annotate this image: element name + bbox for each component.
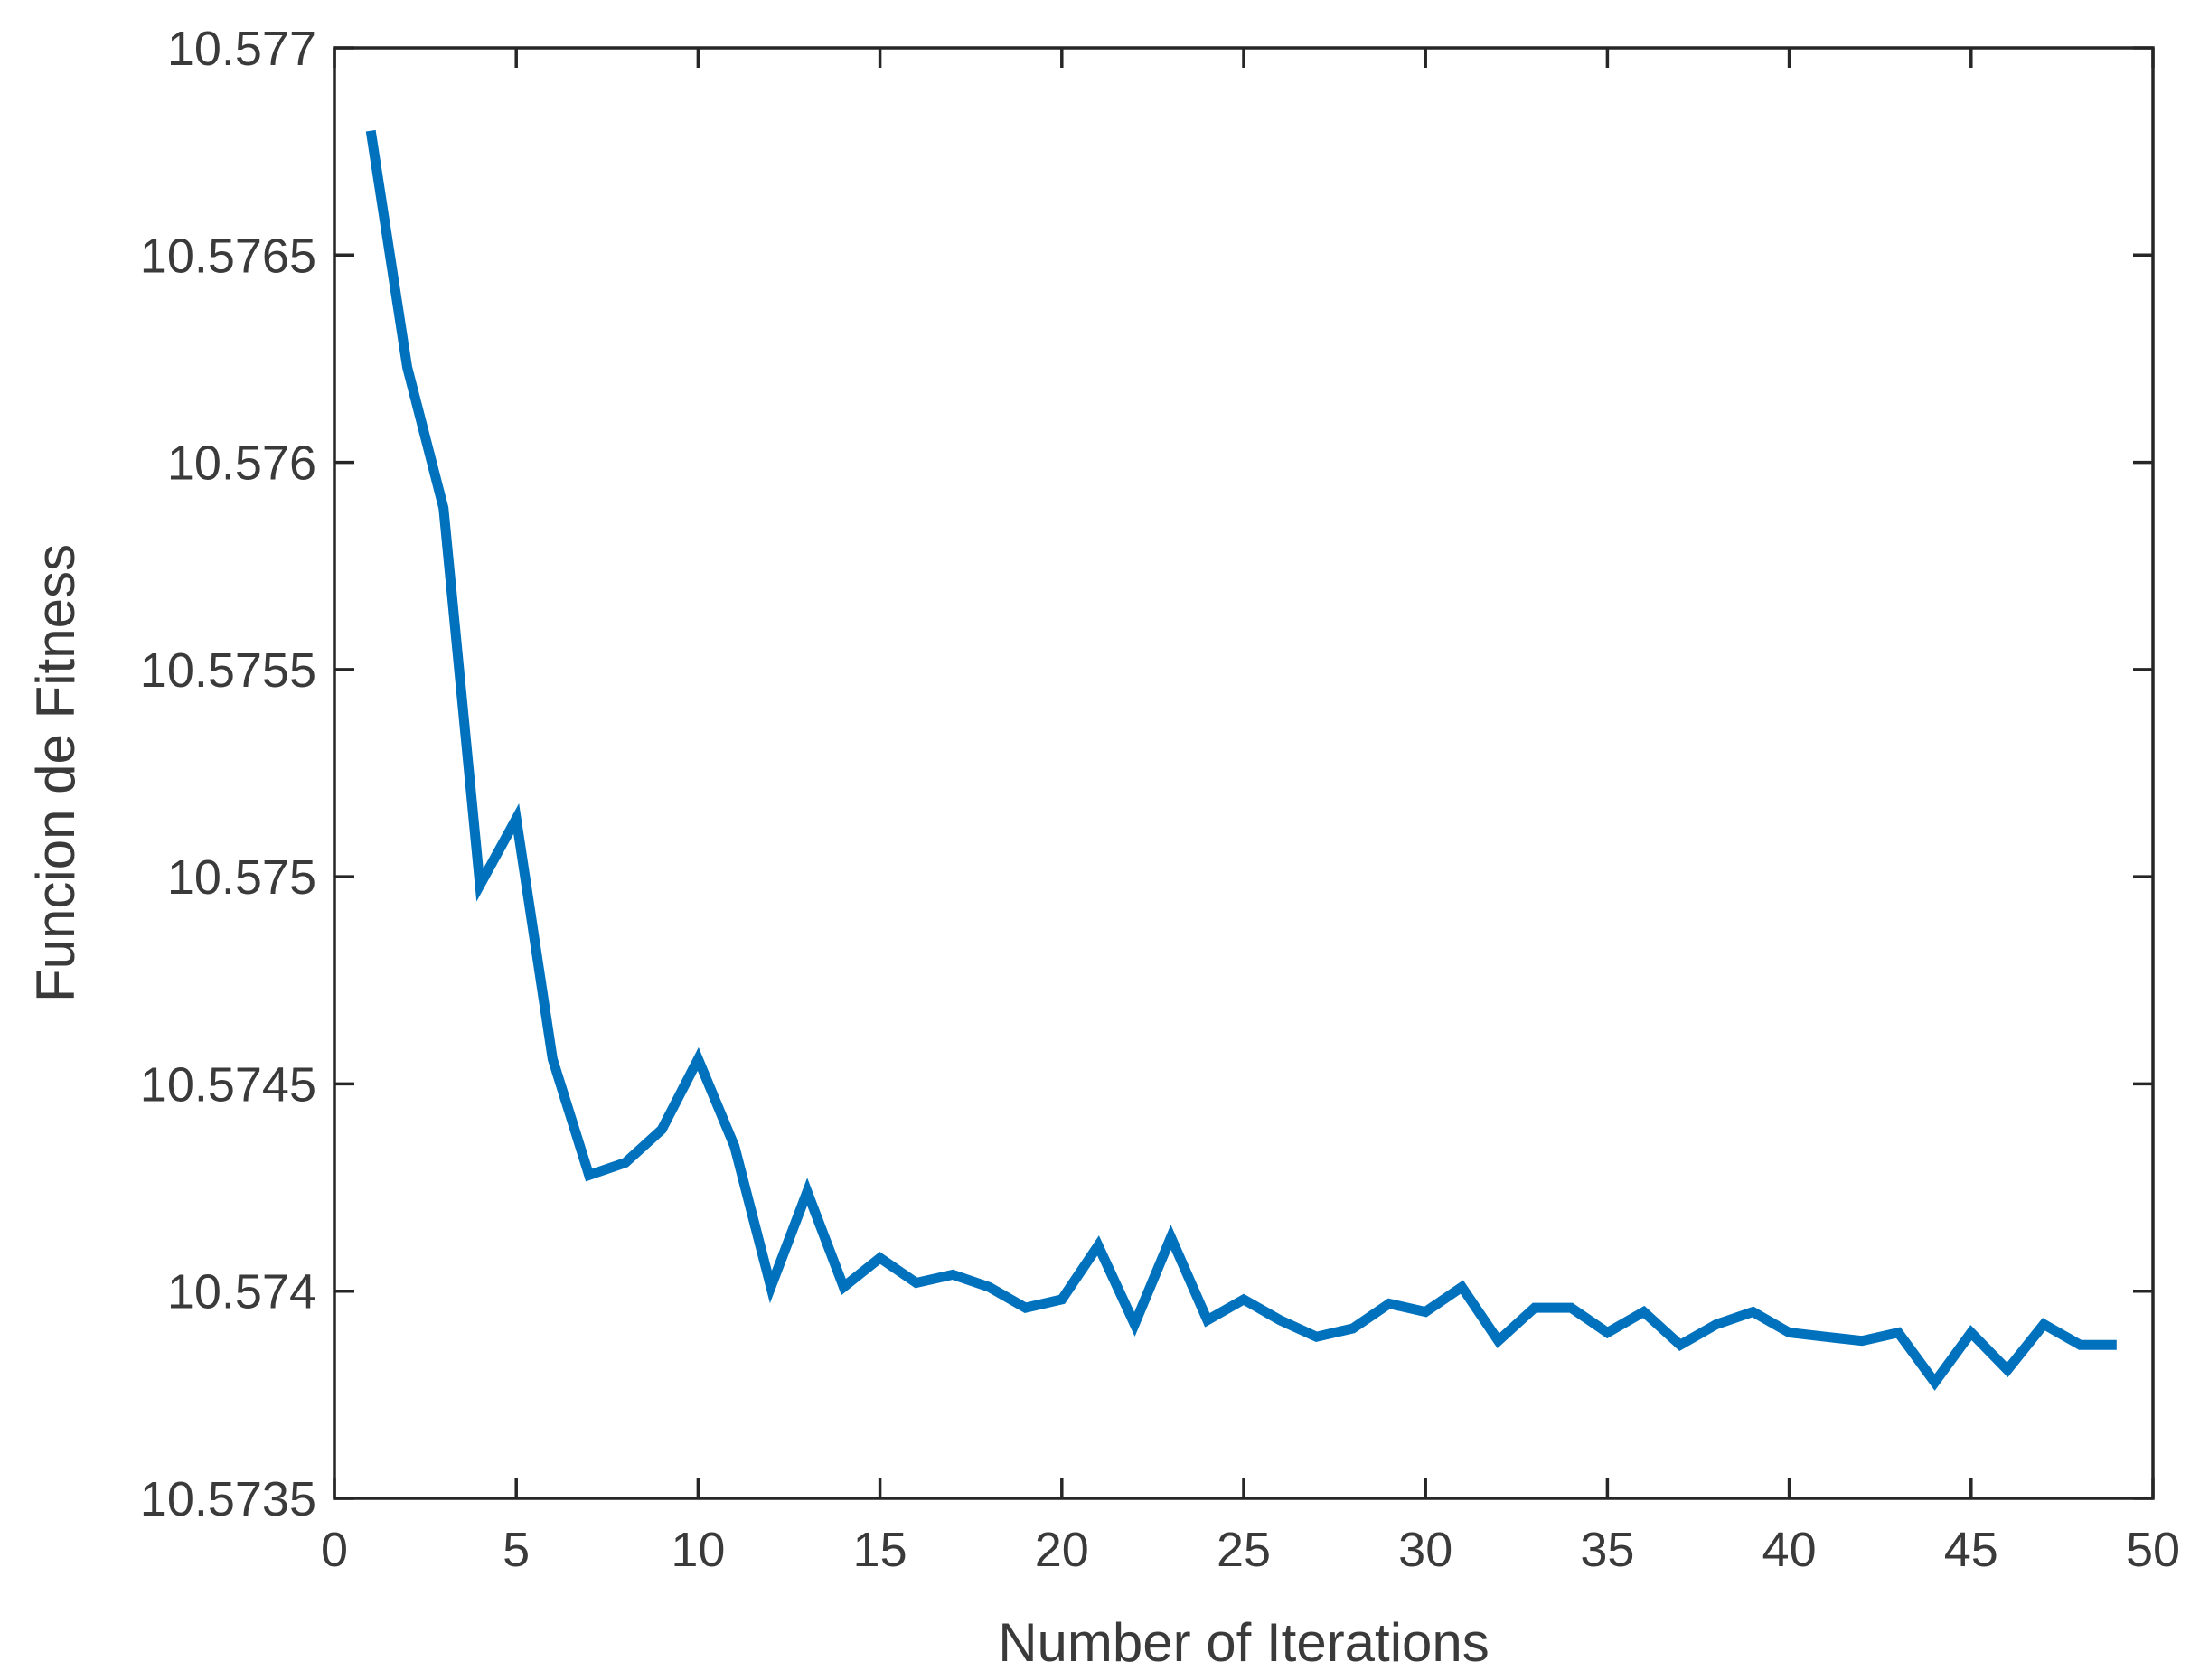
x-tick-labels: 0 5 10 15 20 25 30 35 40 45 50 (321, 1523, 2180, 1577)
y-tick-label: 10.575 (167, 850, 316, 905)
x-tick-label: 10 (671, 1523, 725, 1577)
y-tick-label: 10.576 (167, 436, 316, 491)
x-tick-label: 5 (503, 1523, 530, 1577)
series-line (365, 129, 2117, 1391)
x-tick-label: 45 (1944, 1523, 1998, 1577)
y-tick-label: 10.577 (167, 22, 316, 76)
series-layer (365, 129, 2117, 1391)
axis-ticks (333, 46, 2155, 1500)
x-tick-label: 15 (853, 1523, 907, 1577)
x-tick-label: 40 (1762, 1523, 1817, 1577)
y-axis-label: Funcion de Fitness (25, 544, 86, 1002)
y-tick-label: 10.5755 (140, 643, 316, 698)
x-tick-label: 20 (1035, 1523, 1089, 1577)
y-tick-label: 10.5745 (140, 1057, 316, 1112)
y-tick-label: 10.5735 (140, 1472, 316, 1526)
x-tick-label: 0 (321, 1523, 348, 1577)
x-tick-label: 25 (1217, 1523, 1271, 1577)
y-tick-label: 10.5765 (140, 229, 316, 283)
x-tick-label: 30 (1398, 1523, 1452, 1577)
y-tick-label: 10.574 (167, 1265, 316, 1319)
x-tick-label: 50 (2126, 1523, 2180, 1577)
x-tick-label: 35 (1580, 1523, 1634, 1577)
y-tick-labels: 10.5735 10.574 10.5745 10.575 10.5755 10.576 1… (140, 22, 316, 1526)
plot-frame (333, 46, 2155, 1500)
x-axis-label: Number of Iterations (998, 1612, 1490, 1673)
